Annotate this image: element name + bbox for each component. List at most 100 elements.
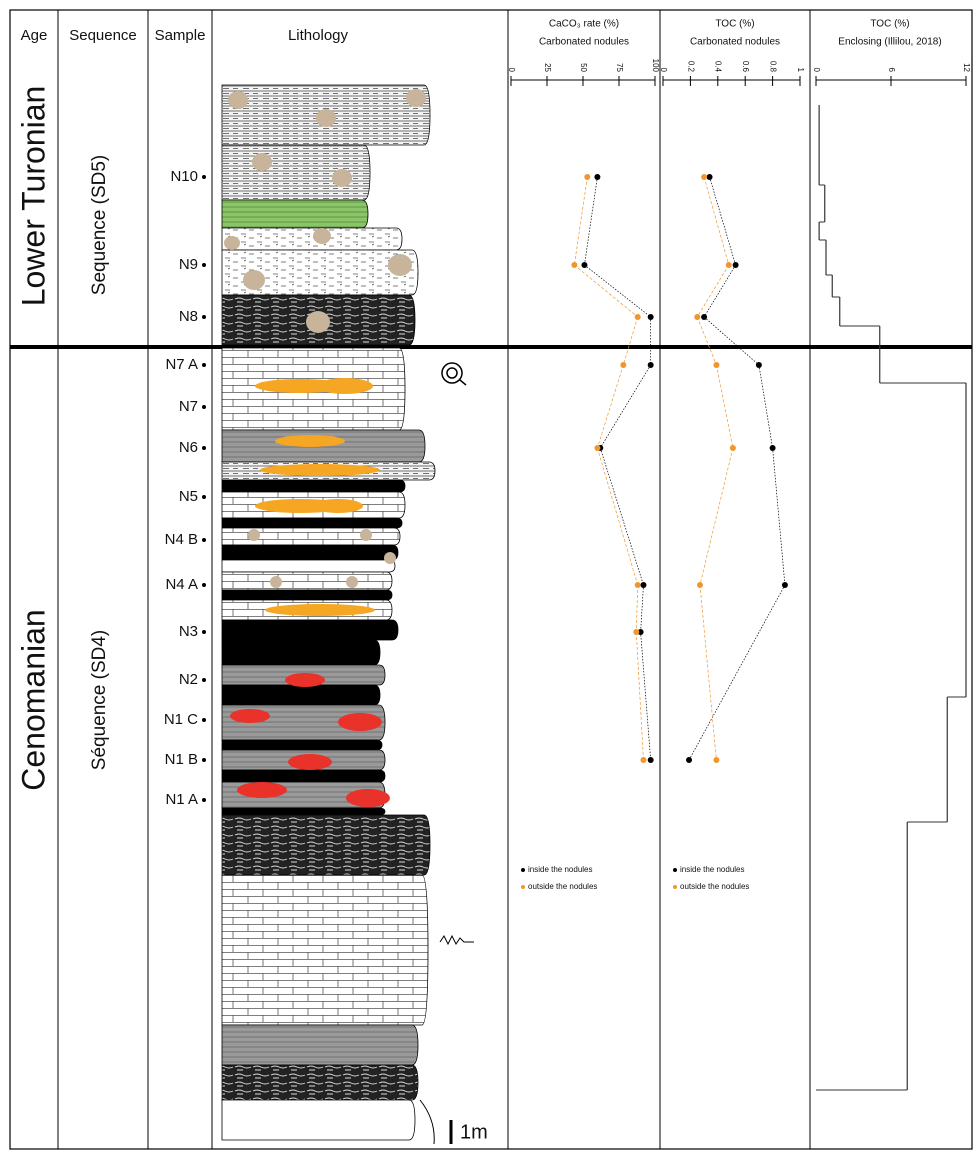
nodule bbox=[260, 464, 380, 476]
series-segment bbox=[599, 447, 644, 586]
x-tick-label: 12 bbox=[962, 63, 971, 72]
series-segment bbox=[640, 584, 644, 633]
data-point bbox=[732, 262, 739, 268]
sample-label: N4 B bbox=[165, 531, 198, 548]
data-point bbox=[620, 362, 627, 368]
chart-title: CaCO₃ rate (%) bbox=[549, 19, 619, 30]
series-segment bbox=[584, 176, 598, 266]
nodule bbox=[313, 228, 331, 244]
lithology-bed bbox=[221, 544, 399, 561]
nodule bbox=[288, 754, 332, 770]
sample-dot bbox=[202, 758, 206, 762]
series-segment bbox=[703, 176, 730, 266]
sample-dot bbox=[202, 538, 206, 542]
data-point bbox=[634, 314, 641, 320]
lithology-bed bbox=[221, 199, 369, 229]
series-segment bbox=[772, 447, 786, 586]
nodule bbox=[346, 576, 358, 588]
data-point bbox=[713, 362, 720, 368]
series-segment bbox=[635, 584, 639, 633]
sample-dot bbox=[202, 263, 206, 267]
lithology-bed bbox=[221, 227, 403, 251]
data-point bbox=[647, 314, 654, 320]
series-segment bbox=[597, 447, 639, 586]
nodule bbox=[252, 153, 272, 171]
nodule bbox=[384, 552, 396, 564]
lithology-bed bbox=[221, 589, 393, 601]
sample-dot bbox=[202, 678, 206, 682]
sample-dot bbox=[202, 495, 206, 499]
age-label: Lower Turonian bbox=[15, 86, 51, 307]
series-segment bbox=[716, 364, 734, 449]
data-point bbox=[640, 582, 647, 588]
nodule bbox=[306, 311, 330, 333]
legend-marker bbox=[521, 868, 525, 872]
legend-label: outside the nodules bbox=[528, 882, 597, 891]
series-segment bbox=[703, 316, 760, 366]
lithology-bed bbox=[221, 559, 396, 573]
series-segment bbox=[574, 176, 588, 266]
sample-label: N1 B bbox=[165, 751, 198, 768]
x-tick-label: 0 bbox=[659, 68, 668, 73]
lithology-bed bbox=[221, 1024, 419, 1066]
data-point bbox=[713, 757, 720, 763]
x-tick-label: 0.2 bbox=[686, 61, 695, 73]
nodule bbox=[237, 782, 287, 798]
nodule bbox=[317, 378, 373, 394]
data-point bbox=[634, 582, 641, 588]
chart-subtitle: Carbonated nodules bbox=[539, 37, 629, 48]
data-point bbox=[725, 262, 732, 268]
data-point bbox=[701, 314, 708, 320]
x-tick-label: 0 bbox=[812, 68, 821, 73]
sample-label: N7 bbox=[179, 398, 198, 415]
lithology-bed bbox=[221, 684, 381, 706]
lithology-bed bbox=[221, 1099, 416, 1141]
lithology-bed bbox=[221, 249, 419, 296]
nodule bbox=[243, 270, 265, 290]
border bbox=[9, 9, 973, 1150]
x-tick-label: 1 bbox=[796, 68, 805, 73]
x-tick-label: 0 bbox=[507, 68, 516, 73]
data-point bbox=[686, 757, 693, 763]
basal-arc bbox=[419, 1099, 435, 1145]
header-sequence: Sequence bbox=[69, 27, 137, 44]
series-segment bbox=[696, 264, 730, 318]
series-segment bbox=[709, 176, 736, 266]
sample-dot bbox=[202, 315, 206, 319]
nodule bbox=[275, 435, 345, 447]
series-segment bbox=[640, 631, 652, 761]
lithology-bed bbox=[221, 739, 383, 751]
data-point bbox=[769, 445, 776, 451]
nodule bbox=[230, 709, 270, 723]
x-tick-label: 0.8 bbox=[768, 61, 777, 73]
sample-label: N9 bbox=[179, 256, 198, 273]
nodule bbox=[360, 529, 372, 541]
series-segment bbox=[622, 316, 639, 366]
series-segment bbox=[635, 631, 644, 761]
legend-marker bbox=[673, 868, 677, 872]
x-tick-label: 6 bbox=[887, 68, 896, 73]
data-point bbox=[729, 445, 736, 451]
header-age: Age bbox=[21, 27, 48, 44]
nodule bbox=[332, 169, 352, 187]
lithology-bed bbox=[221, 479, 406, 493]
data-point bbox=[647, 362, 654, 368]
sequence-label: Sequence (SD5) bbox=[89, 155, 110, 295]
lithology-bed bbox=[221, 527, 401, 546]
series-segment bbox=[584, 264, 651, 318]
x-tick-label: 75 bbox=[615, 63, 624, 72]
series-segment bbox=[758, 364, 773, 449]
lithology-column bbox=[221, 84, 436, 1145]
chart-title: TOC (%) bbox=[715, 19, 754, 30]
sample-dot bbox=[202, 446, 206, 450]
lithology-bed bbox=[221, 814, 431, 876]
lithology-bed bbox=[221, 571, 393, 591]
sample-dot bbox=[202, 363, 206, 367]
data-point bbox=[633, 629, 640, 635]
lithology-bed bbox=[221, 807, 386, 816]
data-point bbox=[584, 174, 591, 180]
data-point bbox=[694, 314, 701, 320]
nodule bbox=[270, 576, 282, 588]
sample-dot bbox=[202, 630, 206, 634]
data-point bbox=[594, 174, 601, 180]
